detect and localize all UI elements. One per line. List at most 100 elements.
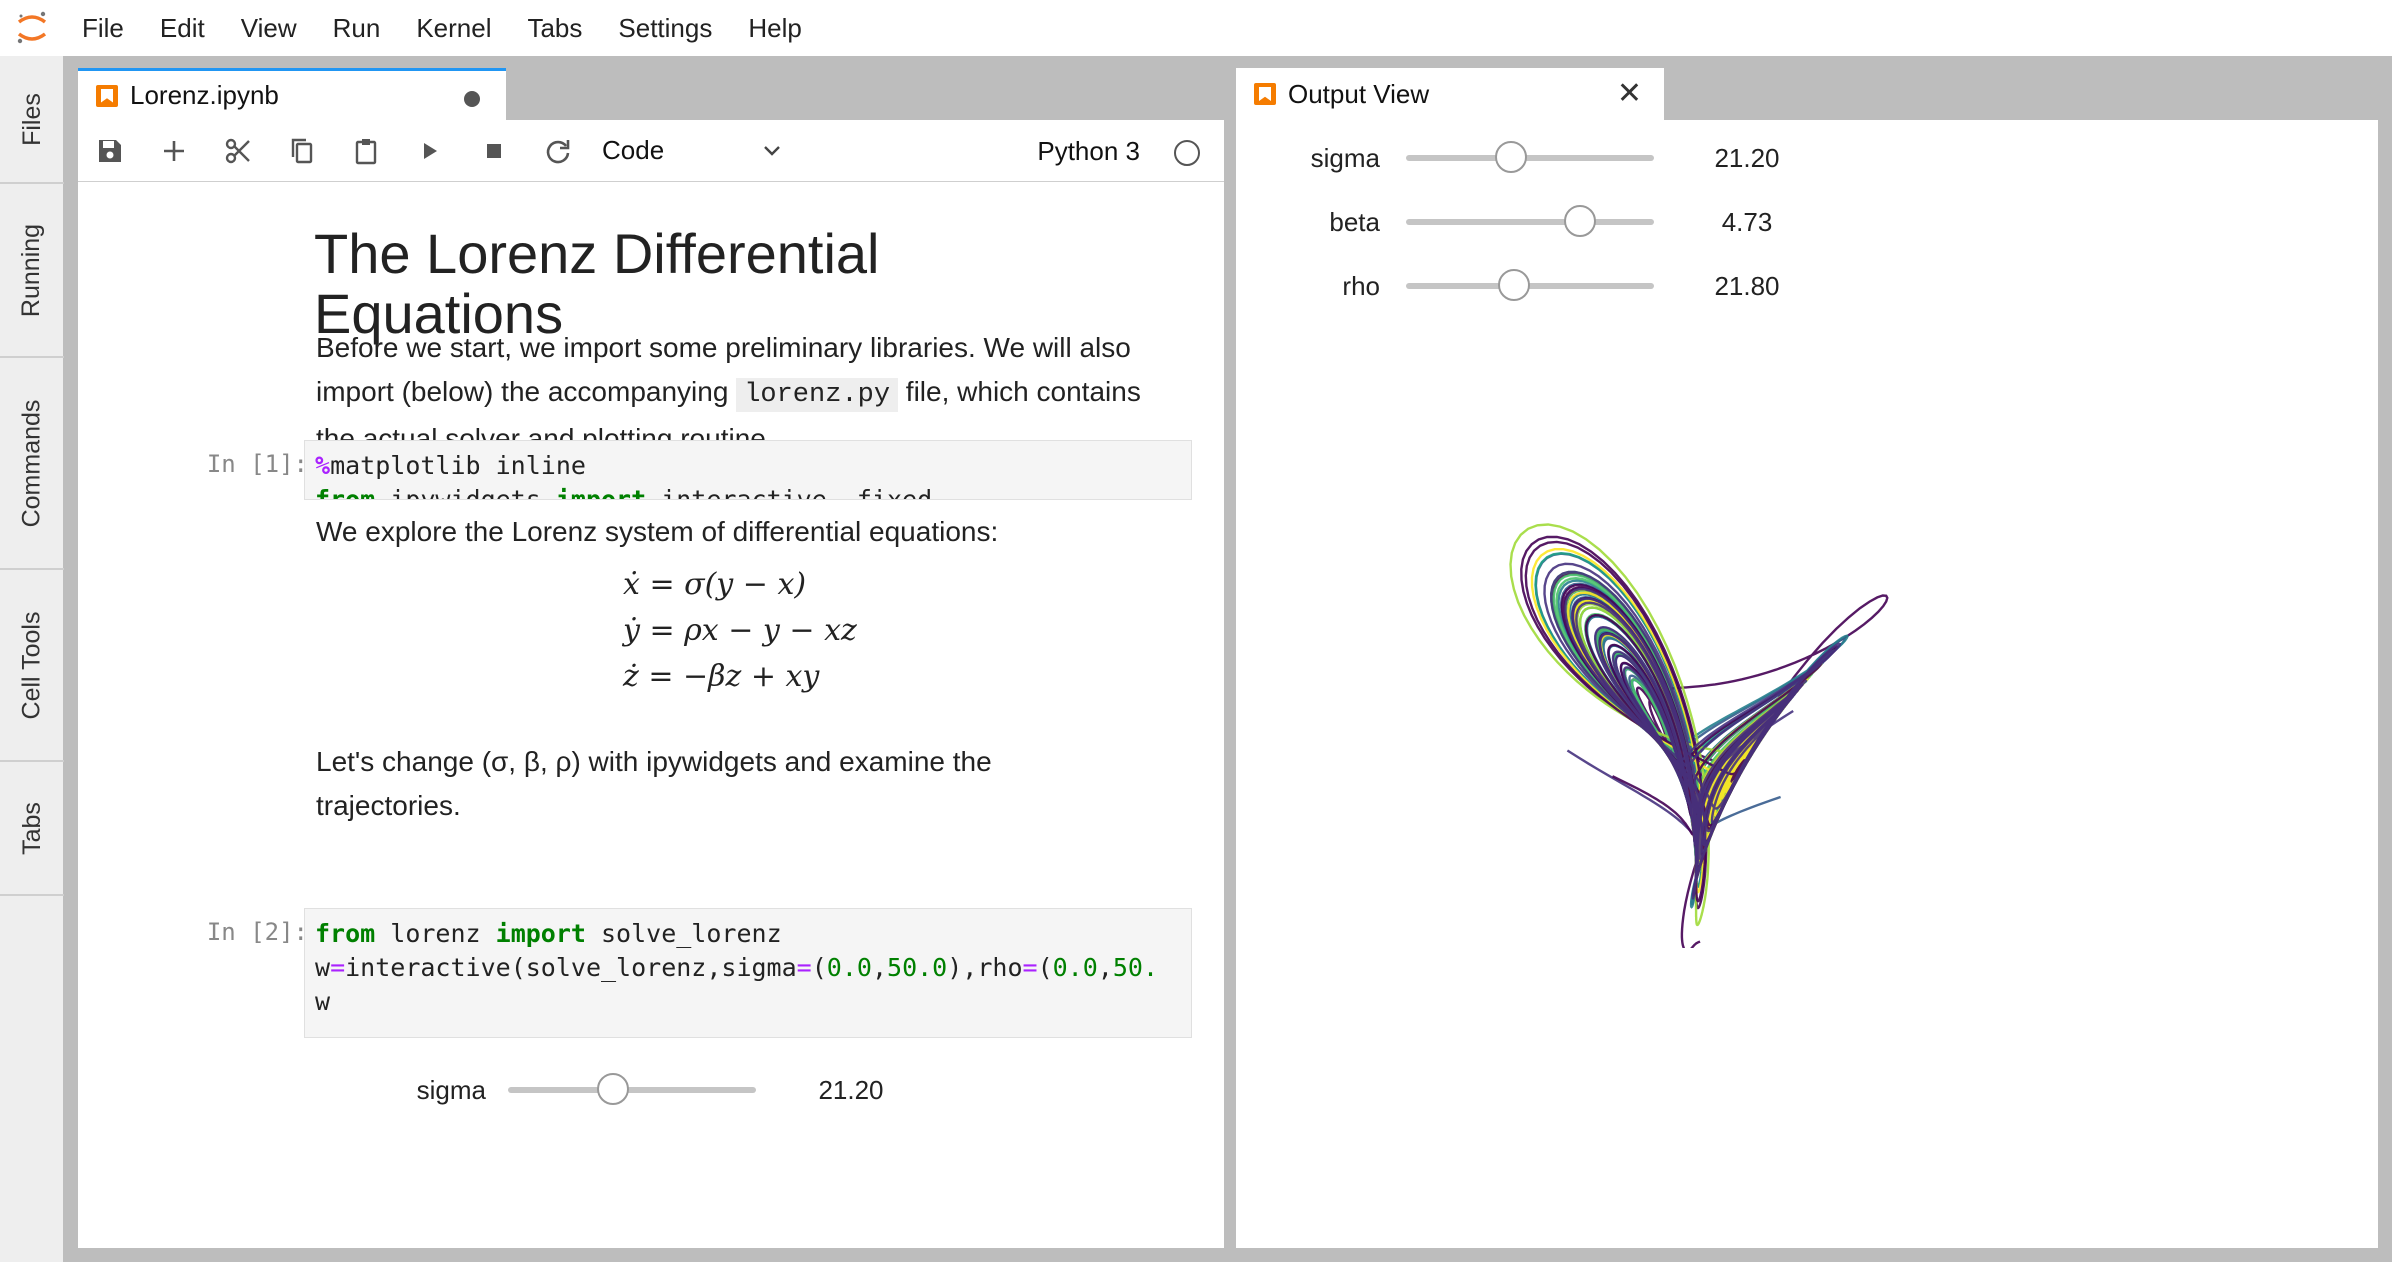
rho-slider-track[interactable] — [1406, 269, 1654, 301]
input-prompt: In [2]: — [206, 918, 308, 946]
equation-z: ż = −βz + xy — [623, 659, 820, 694]
equation-y: ẏ = ρx − y − xz — [623, 613, 857, 648]
slider-value: 21.20 — [818, 1074, 884, 1105]
unsaved-indicator-icon[interactable] — [464, 91, 480, 107]
intro-text-before: Before we start, we import some prelimin… — [316, 332, 1131, 407]
interrupt-kernel-button[interactable] — [462, 120, 526, 182]
sidebar-tab-label: Running — [17, 223, 46, 317]
menu-help[interactable]: Help — [748, 13, 802, 43]
sidebar-tab-cell-tools[interactable]: Cell Tools — [0, 570, 64, 762]
jupyter-logo[interactable] — [0, 0, 64, 56]
code-token: , — [871, 953, 888, 982]
notebook-tab-bar: Lorenz.ipynb — [78, 68, 1224, 120]
code-token: % — [315, 451, 331, 480]
notebook-icon — [1254, 83, 1276, 105]
code-token: interactive, fixed — [646, 485, 933, 500]
code-token: ( — [1037, 953, 1053, 982]
copy-icon — [291, 138, 313, 163]
refresh-icon — [546, 139, 570, 163]
notebook-icon — [96, 84, 118, 107]
tab-title: Output View — [1288, 78, 1430, 109]
code-token: lorenz — [375, 919, 496, 948]
code-token: w — [315, 953, 331, 982]
save-icon — [99, 139, 121, 162]
menu-edit[interactable]: Edit — [159, 13, 205, 43]
sidebar-tab-running[interactable]: Running — [0, 184, 64, 358]
input-prompt: In [1]: — [206, 450, 308, 478]
close-icon[interactable]: ✕ — [1616, 77, 1642, 110]
code-token: w — [315, 987, 331, 1016]
notebook-panel: Lorenz.ipynb — [78, 68, 1224, 1248]
jupyter-logo-icon — [17, 11, 47, 44]
kernel-status-icon — [1174, 140, 1200, 166]
cut-button[interactable] — [206, 120, 270, 182]
slider-label: sigma — [1310, 142, 1380, 173]
cell-type-dropdown[interactable]: Code — [602, 135, 782, 166]
code-token: ipywidgets — [375, 485, 556, 500]
notebook-content[interactable]: The Lorenz Differential Equations Before… — [78, 182, 1224, 1248]
beta-slider-track[interactable] — [1406, 205, 1654, 237]
slider-label: beta — [1329, 206, 1380, 237]
code-token: = — [330, 953, 346, 982]
sidebar-tab-files[interactable]: Files — [0, 56, 64, 184]
paste-button[interactable] — [334, 120, 398, 182]
code-token: ( — [811, 953, 827, 982]
notebook-toolbar: Code Python 3 — [78, 120, 1224, 182]
copy-button[interactable] — [270, 120, 334, 182]
sigma-slider-track[interactable] — [1406, 141, 1654, 173]
sigma-slider-track[interactable] — [508, 1073, 756, 1105]
beta-slider-thumb[interactable] — [1563, 205, 1596, 237]
code-token: from — [315, 485, 376, 500]
save-button[interactable] — [78, 120, 142, 182]
code-token: , — [1097, 953, 1113, 982]
code-cell-imports[interactable]: %matplotlib inline from ipywidgets impor… — [304, 440, 1192, 500]
menu-file[interactable]: File — [82, 13, 124, 43]
restart-kernel-button[interactable] — [526, 120, 590, 182]
sigma-slider-thumb[interactable] — [1495, 141, 1528, 173]
cell-type-value: Code — [602, 135, 665, 165]
menu-run[interactable]: Run — [332, 13, 381, 43]
sigma-slider-row: sigma 21.20 — [1296, 138, 1840, 178]
beta-slider-row: beta 4.73 — [1296, 202, 1840, 242]
change-params-text: Let's change (σ, β, ρ) with ipywidgets a… — [316, 746, 992, 821]
sidebar-tab-tabs[interactable]: Tabs — [0, 762, 64, 896]
play-icon — [424, 142, 437, 159]
chevron-down-icon — [764, 145, 780, 156]
sigma-slider-thumb[interactable] — [597, 1073, 630, 1105]
run-cell-button[interactable] — [398, 120, 462, 182]
menu-tabs[interactable]: Tabs — [527, 13, 583, 43]
lorenz-attractor-plot — [1509, 523, 1889, 948]
menu-kernel[interactable]: Kernel — [416, 13, 492, 43]
left-sidebar: Files Running Commands Cell Tools Tabs — [0, 56, 64, 1262]
code-token: 0.0 — [1052, 953, 1098, 982]
tab-lorenz-notebook[interactable]: Lorenz.ipynb — [78, 68, 506, 120]
sidebar-tab-commands[interactable]: Commands — [0, 358, 64, 570]
slider-label: sigma — [416, 1074, 486, 1105]
insert-cell-button[interactable] — [142, 120, 206, 182]
scissors-icon — [225, 138, 250, 163]
sidebar-tab-label: Files — [17, 92, 46, 146]
code-token: ),rho — [947, 953, 1023, 982]
sigma-slider-row: sigma 21.20 — [378, 1070, 946, 1110]
tab-output-view[interactable]: Output View ✕ — [1236, 68, 1664, 120]
slider-value: 21.80 — [1714, 270, 1780, 301]
sidebar-tab-label: Tabs — [17, 801, 46, 855]
menu-view[interactable]: View — [240, 13, 297, 43]
slider-value: 4.73 — [1721, 206, 1773, 237]
kernel-name[interactable]: Python 3 — [1037, 136, 1140, 166]
code-token: 50. — [1112, 953, 1158, 982]
menu-settings[interactable]: Settings — [618, 13, 713, 43]
slider-label: rho — [1342, 270, 1380, 301]
inline-code-filename: lorenz.py — [736, 378, 899, 412]
output-view-panel: Output View ✕ sigma 21.20 beta 4.73 rho 21.80 — [1236, 68, 2378, 1248]
code-token: = — [1022, 953, 1038, 982]
sidebar-tab-label: Commands — [17, 399, 46, 527]
code-token: = — [796, 953, 812, 982]
notebook-title-heading: The Lorenz Differential Equations — [314, 222, 880, 345]
code-cell-interactive[interactable]: from lorenz import solve_lorenz w=intera… — [304, 908, 1192, 1038]
rho-slider-thumb[interactable] — [1498, 269, 1531, 301]
plus-icon — [164, 140, 184, 161]
sidebar-tab-label: Cell Tools — [17, 611, 46, 719]
code-token: interactive(solve_lorenz,sigma — [345, 953, 797, 982]
